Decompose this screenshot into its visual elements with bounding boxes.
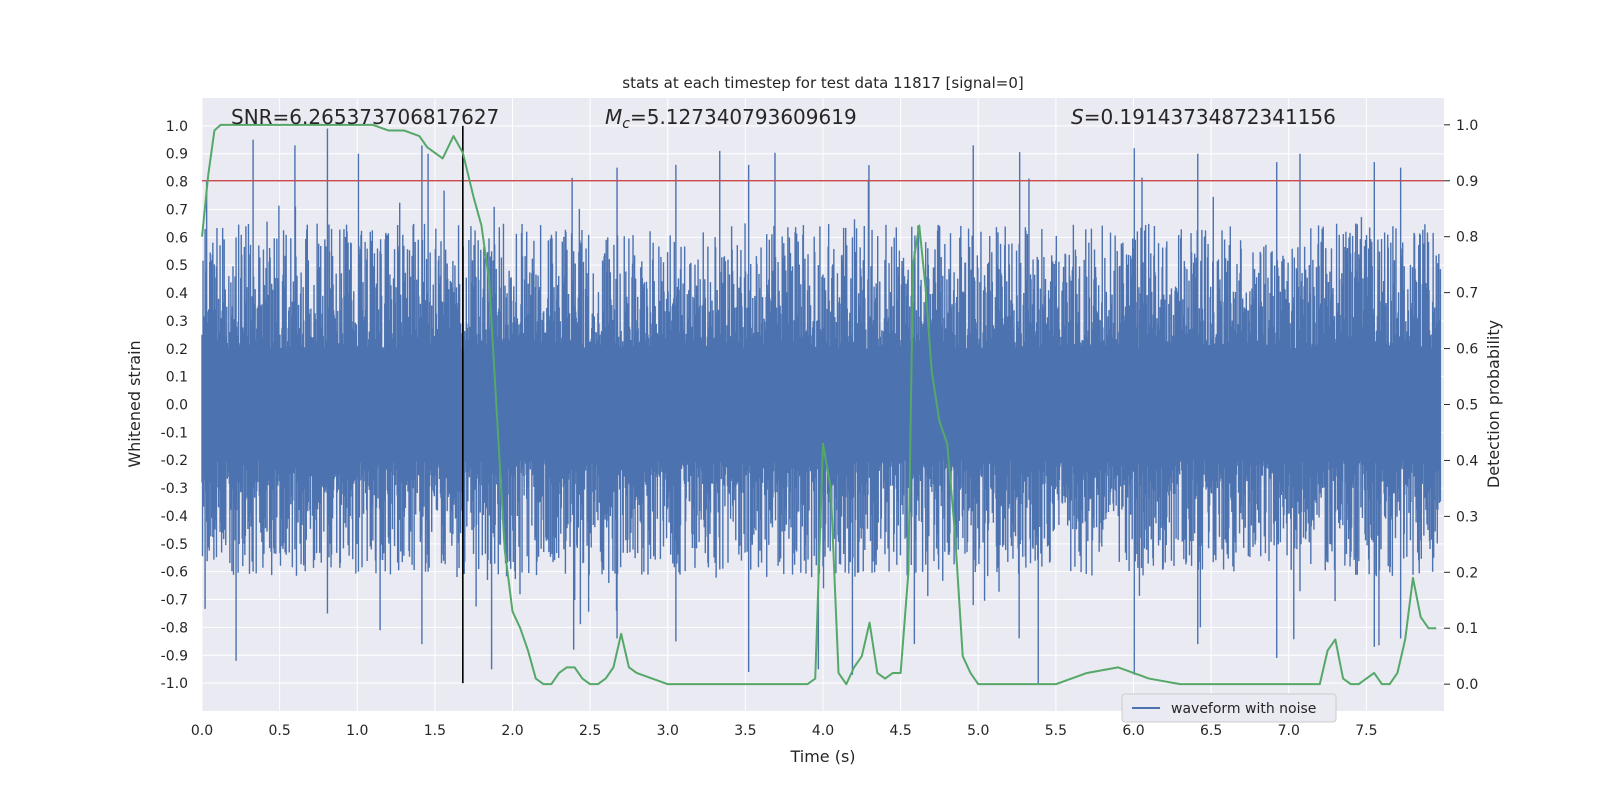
legend: waveform with noise: [1121, 693, 1337, 723]
x-tick-label: 4.5: [889, 723, 911, 739]
x-axis-label: Time (s): [789, 747, 855, 766]
chart-title: stats at each timestep for test data 118…: [622, 74, 1023, 92]
y-tick-label: 0.3: [166, 314, 188, 330]
y-tick-label: 0.1: [166, 370, 188, 386]
waveform-series: [201, 125, 1444, 684]
x-tick-label: 4.0: [812, 723, 834, 739]
y2-tick-label: 0.8: [1456, 230, 1478, 246]
y-tick-label: 0.0: [166, 398, 188, 414]
x-tick-label: 1.0: [346, 723, 368, 739]
y-tick-label: -0.6: [161, 565, 188, 581]
y-tick-label: 1.0: [166, 119, 188, 135]
waveform-line: [201, 128, 1442, 684]
y2-tick-label: 1.0: [1456, 118, 1478, 134]
y-tick-label: 0.4: [166, 286, 188, 302]
x-tick-label: 0.5: [268, 723, 290, 739]
y2-tick-label: 0.3: [1456, 509, 1478, 525]
x-tick-label: 5.0: [967, 723, 989, 739]
y-axis-label: Whitened strain: [125, 340, 144, 467]
y-tick-label: -0.8: [161, 620, 188, 636]
s-symbol: S: [1071, 105, 1084, 129]
x-tick-label: 6.0: [1122, 723, 1144, 739]
x-tick-label: 5.5: [1045, 723, 1067, 739]
y2-tick-label: 0.4: [1456, 453, 1478, 469]
x-tick-label: 0.0: [191, 723, 213, 739]
x-tick-label: 3.5: [734, 723, 756, 739]
y2-axis-ticks: 1.0 0.9 0.8 0.7 0.6 0.5 0.4 0.3 0.2 0.1 0.0: [1444, 118, 1478, 693]
x-tick-label: 1.5: [424, 723, 446, 739]
probability-line: [201, 123, 1437, 686]
y2-tick-label: 0.9: [1456, 174, 1478, 190]
x-tick-label: 7.0: [1278, 723, 1300, 739]
y-tick-label: 0.2: [166, 342, 188, 358]
x-tick-label: 3.0: [657, 723, 679, 739]
y-tick-label: 0.5: [166, 258, 188, 274]
x-tick-label: 7.5: [1355, 723, 1377, 739]
y-axis-ticks: 1.0 0.9 0.8 0.7 0.6 0.5 0.4 0.3 0.2 0.1 0.0 -0.1 -0.…: [161, 119, 188, 692]
y-tick-label: -0.4: [161, 509, 188, 525]
y-tick-label: -0.2: [161, 453, 188, 469]
y-tick-label: 0.9: [166, 147, 188, 163]
y-tick-label: -0.1: [161, 425, 188, 441]
y-tick-label: 0.8: [166, 175, 188, 191]
mc-symbol: M: [605, 105, 622, 129]
s-value: =0.19143734872341156: [1084, 105, 1336, 129]
y2-tick-label: 0.7: [1456, 286, 1478, 302]
snr-annotation: SNR=6.265373706817627: [231, 105, 499, 129]
x-tick-label: 2.0: [501, 723, 523, 739]
y2-tick-label: 0.5: [1456, 398, 1478, 414]
s-annotation: S=0.19143734872341156: [1071, 105, 1336, 129]
y-tick-label: -0.9: [161, 648, 188, 664]
y2-tick-label: 0.0: [1456, 677, 1478, 693]
x-tick-label: 6.5: [1200, 723, 1222, 739]
y-tick-label: -1.0: [161, 676, 188, 692]
y2-tick-label: 0.2: [1456, 565, 1478, 581]
x-tick-label: 2.5: [579, 723, 601, 739]
y-tick-label: -0.7: [161, 593, 188, 609]
legend-box: [1121, 693, 1337, 723]
y2-tick-label: 0.6: [1456, 342, 1478, 358]
y-tick-label: 0.6: [166, 230, 188, 246]
x-axis-ticks: 0.0 0.5 1.0 1.5 2.0 2.5 3.0 3.5 4.0 4.5 5.0 5.5 6.0 6…: [191, 723, 1378, 739]
legend-label: waveform with noise: [1171, 701, 1316, 717]
mc-value: =5.127340793609619: [630, 105, 857, 129]
y-tick-label: 0.7: [166, 202, 188, 218]
y-tick-label: -0.3: [161, 481, 188, 497]
probability-series: [201, 123, 1437, 686]
y2-tick-label: 0.1: [1456, 621, 1478, 637]
y-tick-label: -0.5: [161, 537, 188, 553]
mc-subscript: c: [622, 116, 630, 132]
y2-axis-label: Detection probability: [1484, 320, 1503, 488]
mc-annotation: Mc=5.127340793609619: [605, 105, 857, 132]
